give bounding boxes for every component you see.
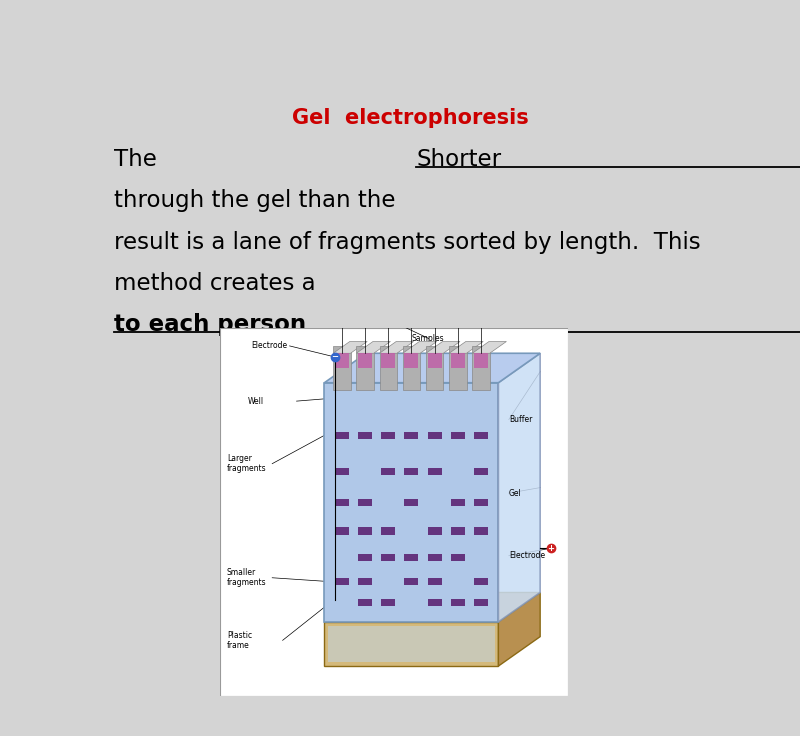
Text: Electrode: Electrode <box>509 551 545 560</box>
Text: to each person: to each person <box>114 314 306 336</box>
Bar <box>428 553 442 561</box>
Bar <box>449 346 466 390</box>
Bar <box>333 346 350 390</box>
Polygon shape <box>498 353 540 622</box>
Polygon shape <box>325 592 540 622</box>
Bar <box>405 431 418 439</box>
Bar <box>382 467 395 475</box>
Bar <box>402 346 420 390</box>
Bar <box>358 599 372 606</box>
Text: Buffer: Buffer <box>509 415 532 424</box>
Bar <box>405 578 418 585</box>
Bar <box>451 599 465 606</box>
Text: −: − <box>331 353 338 361</box>
Bar <box>358 578 372 585</box>
Bar <box>474 499 488 506</box>
Bar <box>358 499 372 506</box>
Bar <box>335 499 349 506</box>
Bar <box>474 431 488 439</box>
Text: Smaller
fragments: Smaller fragments <box>227 568 266 587</box>
Text: method creates a: method creates a <box>114 272 322 295</box>
Bar <box>335 578 349 585</box>
Polygon shape <box>449 342 483 353</box>
Bar <box>356 346 374 390</box>
Text: Electrode: Electrode <box>251 342 287 350</box>
Polygon shape <box>325 353 540 383</box>
Polygon shape <box>426 342 460 353</box>
Text: through the gel than the: through the gel than the <box>114 189 402 212</box>
Bar <box>405 467 418 475</box>
Bar <box>451 527 465 534</box>
Bar <box>405 553 418 561</box>
Bar <box>382 553 395 561</box>
Polygon shape <box>472 342 506 353</box>
Bar <box>325 383 498 622</box>
Bar <box>474 578 488 585</box>
Bar <box>358 431 372 439</box>
Bar <box>335 353 349 368</box>
Bar <box>474 599 488 606</box>
Bar <box>451 553 465 561</box>
Bar <box>358 553 372 561</box>
Text: result is a lane of fragments sorted by length.  This: result is a lane of fragments sorted by … <box>114 230 700 254</box>
Bar <box>428 431 442 439</box>
Bar <box>428 599 442 606</box>
Bar <box>474 353 488 368</box>
Bar <box>428 527 442 534</box>
Text: Gel  electrophoresis: Gel electrophoresis <box>292 108 528 128</box>
Bar <box>382 599 395 606</box>
Bar <box>428 467 442 475</box>
Bar <box>382 431 395 439</box>
Polygon shape <box>402 342 437 353</box>
Bar <box>335 527 349 534</box>
Text: Samples: Samples <box>411 334 444 343</box>
Text: Larger
fragments: Larger fragments <box>227 454 266 473</box>
Text: Plastic
frame: Plastic frame <box>227 631 252 650</box>
Bar <box>474 527 488 534</box>
Bar <box>328 626 495 662</box>
Polygon shape <box>356 342 390 353</box>
Bar <box>451 353 465 368</box>
Bar <box>335 467 349 475</box>
Bar <box>451 431 465 439</box>
Polygon shape <box>498 592 540 666</box>
Text: Gel: Gel <box>509 489 522 498</box>
Bar <box>382 353 395 368</box>
Bar <box>428 353 442 368</box>
Polygon shape <box>333 342 367 353</box>
Bar <box>474 467 488 475</box>
Polygon shape <box>379 342 414 353</box>
Bar <box>405 499 418 506</box>
Text: Shorter: Shorter <box>417 148 502 171</box>
Bar <box>405 353 418 368</box>
Text: The: The <box>114 148 164 171</box>
Bar <box>335 431 349 439</box>
Bar <box>358 527 372 534</box>
Bar <box>472 346 490 390</box>
Bar <box>451 499 465 506</box>
Bar <box>382 527 395 534</box>
Bar <box>428 578 442 585</box>
Polygon shape <box>325 622 498 666</box>
Text: Well: Well <box>248 397 264 406</box>
Text: +: + <box>547 544 554 553</box>
Bar <box>379 346 397 390</box>
Bar <box>358 353 372 368</box>
Bar <box>426 346 443 390</box>
